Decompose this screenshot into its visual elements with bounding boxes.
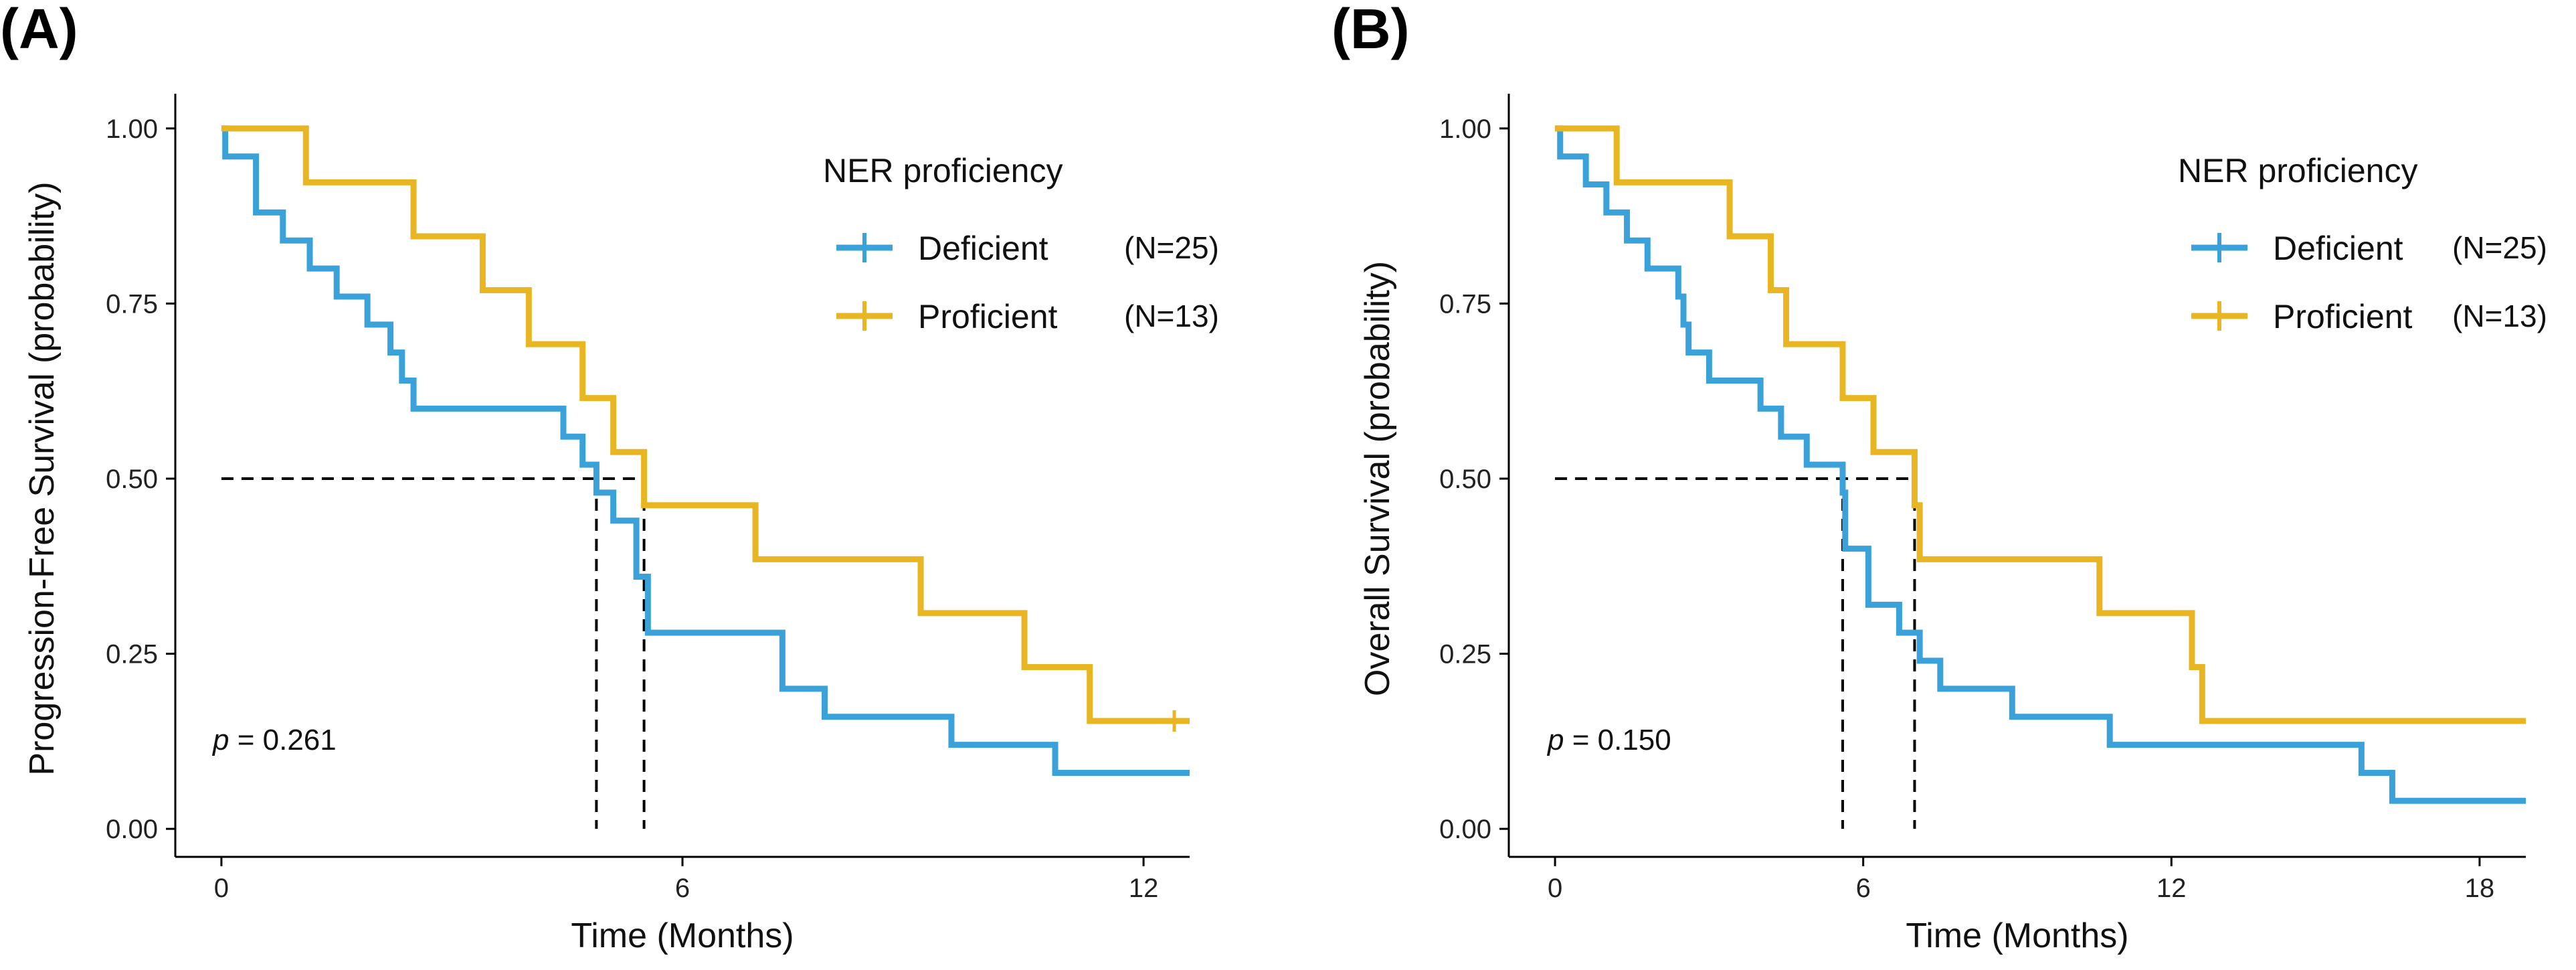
y-tick-label: 0.75 (106, 289, 158, 319)
legend-n-deficient: (N=25) (1124, 230, 1219, 265)
y-tick-label: 0.25 (106, 640, 158, 669)
survival-curve-proficient (1555, 125, 2526, 724)
survival-curve-proficient (221, 125, 1190, 724)
panel-b: (B) 0.00 0.25 0.50 0.75 1.00 0 6 12 18 Time (Month… (1331, 0, 2547, 955)
y-tick-label: 0.50 (1439, 465, 1491, 494)
p-value-text: p = 0.261 (211, 724, 337, 756)
y-tick-label: 0.50 (106, 465, 158, 494)
legend-label-deficient: Deficient (2273, 230, 2403, 267)
x-tick-label: 0 (214, 874, 229, 903)
survival-curve-deficient (221, 125, 1190, 776)
legend-title: NER proficiency (823, 152, 1063, 189)
p-value-text: p = 0.150 (1546, 724, 1671, 756)
legend-n-deficient: (N=25) (2452, 230, 2547, 265)
panel-a: (A) 0.00 0.25 0.50 0.75 1.00 0 6 12 Time (Months)… (0, 0, 1219, 955)
legend-n-proficient: (N=13) (1124, 299, 1219, 333)
legend-label-proficient: Proficient (918, 298, 1058, 335)
x-tick-label: 6 (1856, 874, 1871, 903)
y-tick-label: 0.00 (1439, 815, 1491, 844)
legend-label-proficient: Proficient (2273, 298, 2413, 335)
y-axis-title: Overall Survival (probability) (1358, 261, 1397, 696)
p-value-number: = 0.150 (1564, 724, 1671, 756)
x-tick-label: 12 (2156, 874, 2187, 903)
legend-title: NER proficiency (2178, 152, 2417, 189)
p-value-symbol: p (211, 724, 229, 756)
x-axis-title: Time (Months) (571, 916, 794, 955)
x-tick-label: 6 (675, 874, 690, 903)
panel-label: (A) (0, 0, 78, 60)
y-tick-label: 1.00 (106, 114, 158, 144)
x-tick-label: 0 (1548, 874, 1562, 903)
y-tick-label: 1.00 (1439, 114, 1491, 144)
p-value-symbol: p (1546, 724, 1564, 756)
panel-label: (B) (1331, 0, 1410, 60)
y-tick-label: 0.75 (1439, 289, 1491, 319)
x-tick-label: 18 (2465, 874, 2495, 903)
y-tick-label: 0.00 (106, 815, 158, 844)
survival-curve-deficient (1555, 125, 2526, 804)
legend-n-proficient: (N=13) (2452, 299, 2547, 333)
x-axis-title: Time (Months) (1906, 916, 2128, 955)
p-value-number: = 0.261 (229, 724, 336, 756)
x-tick-label: 12 (1129, 874, 1159, 903)
y-tick-label: 0.25 (1439, 640, 1491, 669)
y-axis-title: Progression-Free Survival (probability) (23, 181, 62, 775)
legend-label-deficient: Deficient (918, 230, 1048, 267)
